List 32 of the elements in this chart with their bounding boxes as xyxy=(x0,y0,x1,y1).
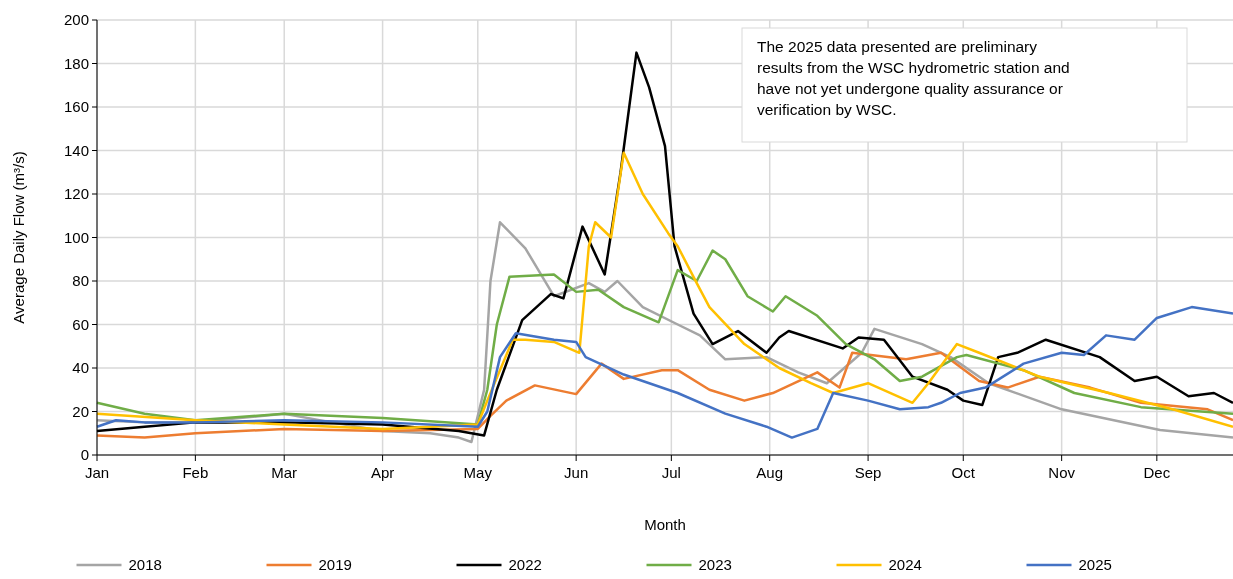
x-tick-label: Apr xyxy=(370,464,395,481)
x-tick-label: Dec xyxy=(1143,464,1171,481)
x-tick-label: Mar xyxy=(271,464,298,481)
y-tick-label: 100 xyxy=(63,228,89,246)
legend-label: 2023 xyxy=(698,556,732,573)
x-tick-label: Jul xyxy=(661,464,681,481)
y-tick-label: 0 xyxy=(80,446,89,464)
x-tick-label: Nov xyxy=(1048,464,1076,481)
x-tick-label: Jun xyxy=(564,464,589,481)
x-tick-label: Sep xyxy=(854,464,882,481)
y-tick-label: 80 xyxy=(72,272,89,290)
legend-label: 2025 xyxy=(1078,556,1112,573)
x-tick-label: Feb xyxy=(182,464,209,481)
y-axis-title: Average Daily Flow (m³/s) xyxy=(10,151,27,324)
x-tick-label: Aug xyxy=(756,464,784,481)
x-tick-label: Jan xyxy=(84,464,110,481)
legend-label: 2019 xyxy=(318,556,352,573)
legend-label: 2024 xyxy=(888,556,922,573)
y-tick-label: 20 xyxy=(72,402,89,420)
legend-label: 2018 xyxy=(128,556,162,573)
y-tick-label: 60 xyxy=(72,315,89,333)
y-tick-label: 160 xyxy=(63,98,89,116)
y-tick-label: 140 xyxy=(63,141,89,159)
annotation: The 2025 data presented are preliminary results from the WSC hydrometric station and have not yet undergone quality assurance or verification by WSC. xyxy=(757,38,1070,118)
y-tick-label: 180 xyxy=(63,54,89,72)
y-tick-label: 200 xyxy=(63,11,89,29)
x-tick-label: Oct xyxy=(951,464,976,481)
legend-label: 2022 xyxy=(508,556,542,573)
y-tick-label: 40 xyxy=(72,359,89,377)
x-axis-title: Month xyxy=(644,516,686,533)
x-tick-label: May xyxy=(463,464,493,481)
y-tick-label: 120 xyxy=(63,185,89,203)
